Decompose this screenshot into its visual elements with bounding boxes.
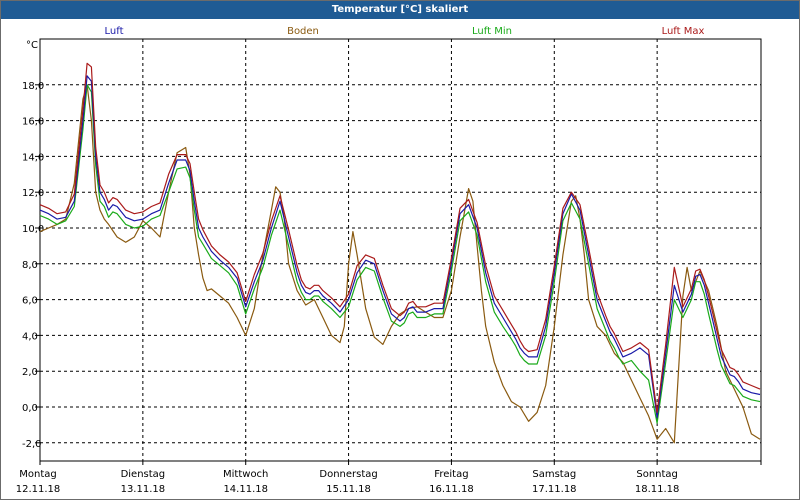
y-tick-label: 14,0 xyxy=(22,152,44,163)
series-lines xyxy=(39,62,761,444)
legend: Luft Boden Luft Min Luft Max xyxy=(105,26,705,37)
x-date-label: 15.11.18 xyxy=(326,484,371,495)
series-line-luft-min xyxy=(39,84,761,424)
x-date-label: 14.11.18 xyxy=(223,484,268,495)
x-day-label: Samstag xyxy=(532,469,576,480)
y-tick-label: -2,0 xyxy=(22,439,42,450)
x-date-label: 16.11.18 xyxy=(429,484,474,495)
legend-entry: Luft Max xyxy=(662,26,705,37)
x-axis: Montag 12.11.18 Dienstag 13.11.18 Mittwoch 14… xyxy=(16,461,762,495)
x-day-label: Donnerstag xyxy=(319,469,377,480)
x-day-label: Dienstag xyxy=(121,469,166,480)
y-tick-label: 8,0 xyxy=(22,260,38,271)
y-tick-label: 18,0 xyxy=(22,81,44,92)
series-line-luft-max xyxy=(39,62,761,413)
y-axis: -2,0 0,0 2,0 4,0 6,0 8,0 10,0 12,0 14,0 16,0 18,0 xyxy=(22,81,44,450)
series-line-boden xyxy=(39,84,761,444)
x-date-label: 18.11.18 xyxy=(635,484,680,495)
grid xyxy=(40,39,761,461)
y-tick-label: 10,0 xyxy=(22,224,44,235)
y-tick-label: 6,0 xyxy=(22,296,38,307)
x-day-label: Mittwoch xyxy=(223,469,268,480)
x-date-label: 17.11.18 xyxy=(532,484,577,495)
x-date-label: 12.11.18 xyxy=(16,484,61,495)
legend-entry: Luft Min xyxy=(472,26,512,37)
series-line-luft xyxy=(39,75,761,419)
x-day-label: Montag xyxy=(19,469,56,480)
y-tick-label: 16,0 xyxy=(22,117,44,128)
x-day-label: Freitag xyxy=(434,469,468,480)
chart-title: Temperatur [°C] skaliert xyxy=(1,1,799,19)
legend-entry: Luft xyxy=(105,26,124,37)
legend-entry: Boden xyxy=(287,26,319,37)
y-axis-unit-label: °C xyxy=(26,40,38,51)
y-tick-label: 2,0 xyxy=(22,367,38,378)
x-date-label: 13.11.18 xyxy=(121,484,166,495)
x-day-label: Sonntag xyxy=(636,469,678,480)
y-tick-label: 4,0 xyxy=(22,331,38,342)
y-tick-label: 12,0 xyxy=(22,188,44,199)
plot-area xyxy=(39,38,762,462)
y-tick-label: 0,0 xyxy=(22,403,38,414)
